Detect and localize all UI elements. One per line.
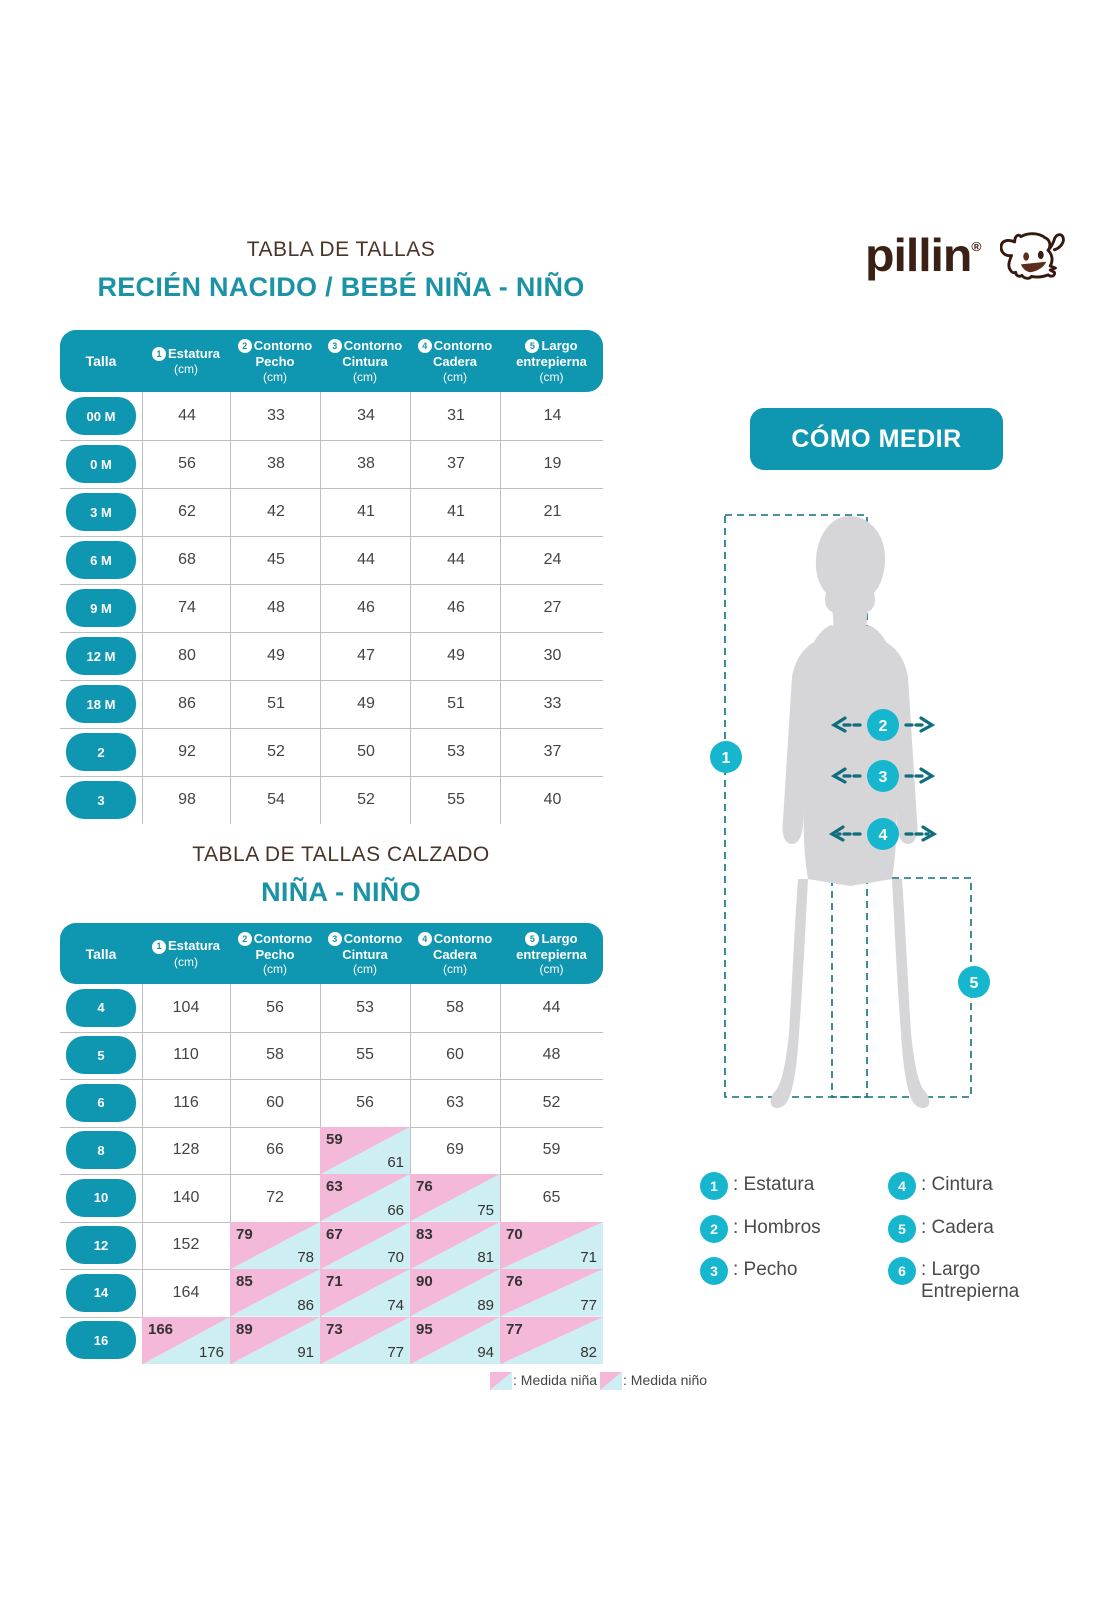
svg-text:4: 4 — [879, 827, 888, 844]
svg-text:2: 2 — [879, 718, 888, 735]
svg-text:1: 1 — [722, 750, 731, 767]
svg-text:3: 3 — [879, 769, 888, 786]
svg-text:5: 5 — [970, 975, 979, 992]
